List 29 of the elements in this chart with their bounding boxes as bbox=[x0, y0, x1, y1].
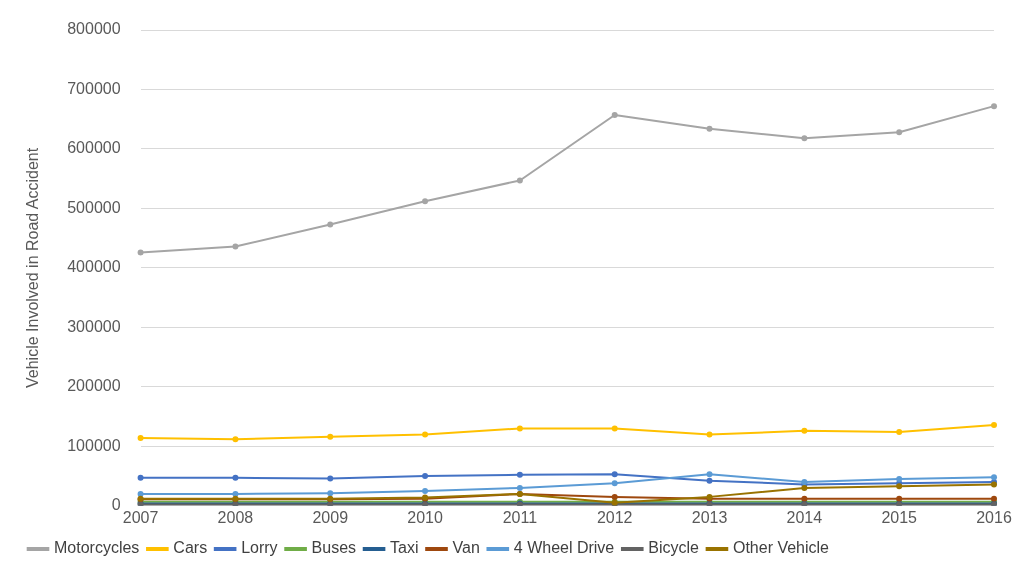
legend-label: Bicycle bbox=[648, 539, 700, 557]
y-tick-label: 500000 bbox=[67, 198, 121, 216]
x-tick-label: 2013 bbox=[691, 508, 728, 526]
legend-label: Buses bbox=[311, 539, 357, 557]
x-tick-label: 2014 bbox=[786, 508, 823, 526]
y-tick-label: 100000 bbox=[67, 436, 121, 454]
legend-label: Lorry bbox=[241, 539, 278, 557]
y-tick-label: 200000 bbox=[67, 377, 121, 395]
legend-label: Van bbox=[452, 539, 480, 557]
y-tick-label: 800000 bbox=[67, 20, 121, 38]
y-tick-label: 700000 bbox=[67, 79, 121, 97]
y-tick-label: 600000 bbox=[67, 139, 121, 157]
legend-label: 4 Wheel Drive bbox=[513, 539, 615, 557]
legend-label: Cars bbox=[173, 539, 208, 557]
x-tick-label: 2015 bbox=[881, 508, 918, 526]
y-tick-label: 300000 bbox=[67, 317, 121, 335]
y-axis-title: Vehicle Involved in Road Accident bbox=[24, 147, 42, 388]
legend-label: Taxi bbox=[390, 539, 419, 557]
x-tick-label: 2008 bbox=[217, 508, 254, 526]
x-tick-label: 2012 bbox=[596, 508, 633, 526]
x-tick-label: 2009 bbox=[312, 508, 349, 526]
legend-label: Other Vehicle bbox=[732, 539, 830, 557]
y-tick-label: 400000 bbox=[67, 258, 121, 276]
legend-label: Motorcycles bbox=[54, 539, 140, 557]
y-tick-label: 0 bbox=[111, 496, 121, 514]
x-tick-label: 2011 bbox=[502, 508, 538, 526]
x-tick-label: 2010 bbox=[407, 508, 443, 526]
x-tick-label: 2007 bbox=[122, 508, 159, 526]
x-tick-label: 2016 bbox=[976, 508, 1012, 526]
